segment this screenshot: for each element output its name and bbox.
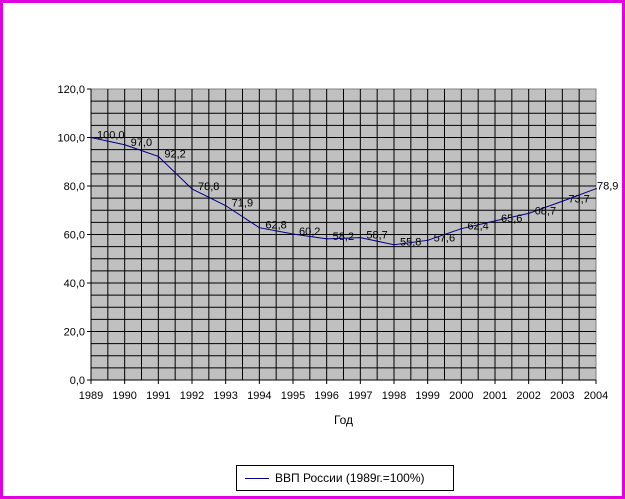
y-tick-label: 20,0 (64, 327, 85, 339)
x-tick-label: 1994 (247, 390, 271, 402)
data-point (426, 239, 429, 242)
data-label: 58,2 (333, 231, 354, 243)
data-point (157, 155, 160, 158)
data-point (595, 187, 597, 190)
y-tick-label: 40,0 (64, 278, 85, 290)
data-label: 92,2 (164, 148, 185, 160)
data-label: 62,4 (467, 221, 488, 233)
data-label: 58,7 (366, 230, 387, 242)
x-axis-title: Год (334, 413, 353, 427)
data-point (258, 226, 261, 229)
legend: ВВП России (1989г.=100%) (236, 465, 454, 491)
data-label: 73,7 (568, 193, 589, 205)
y-tick-label: 80,0 (64, 181, 85, 193)
data-label: 57,6 (434, 232, 455, 244)
data-point (191, 188, 193, 190)
data-label: 68,7 (535, 205, 556, 217)
x-tick-label: 1997 (348, 390, 372, 402)
data-label: 55,8 (400, 237, 421, 249)
data-label: 65,6 (501, 213, 522, 225)
data-point (494, 220, 496, 222)
x-tick-label: 2002 (516, 390, 540, 402)
data-label: 97,0 (131, 137, 152, 149)
data-label: 62,8 (265, 220, 286, 232)
y-tick-label: 100,0 (57, 133, 85, 145)
data-label: 71,9 (232, 198, 253, 210)
x-tick-label: 1999 (415, 390, 439, 402)
x-tick-label: 1993 (213, 390, 237, 402)
data-point (224, 204, 227, 207)
data-point (460, 227, 463, 230)
data-point (90, 136, 92, 139)
y-tick-label: 60,0 (64, 230, 85, 242)
legend-label: ВВП России (1989г.=100%) (275, 471, 425, 485)
x-tick-label: 1998 (382, 390, 406, 402)
x-tick-label: 2001 (483, 390, 507, 402)
data-point (527, 212, 530, 215)
series-line (90, 137, 597, 246)
x-tick-label: 1995 (281, 390, 305, 402)
x-tick-label: 1992 (180, 390, 204, 402)
x-tick-label: 2003 (550, 390, 574, 402)
data-label: 78,8 (198, 181, 219, 193)
x-tick-label: 2000 (449, 390, 473, 402)
x-tick-label: 1989 (79, 390, 103, 402)
data-point (561, 200, 564, 203)
data-point (325, 238, 328, 240)
data-point (123, 143, 126, 146)
y-tick-label: 120,0 (57, 84, 85, 96)
legend-line-swatch (245, 477, 269, 479)
data-label: 78,9 (597, 181, 618, 193)
data-point (393, 243, 395, 246)
x-tick-label: 1990 (112, 390, 136, 402)
data-point (359, 236, 362, 239)
x-tick-label: 2004 (584, 390, 608, 402)
data-label: 100,0 (97, 130, 125, 142)
data-point (292, 233, 294, 235)
x-tick-label: 1996 (314, 390, 338, 402)
y-tick-label: 0,0 (70, 375, 85, 387)
data-label: 60,2 (299, 226, 320, 238)
x-tick-label: 1991 (146, 390, 170, 402)
